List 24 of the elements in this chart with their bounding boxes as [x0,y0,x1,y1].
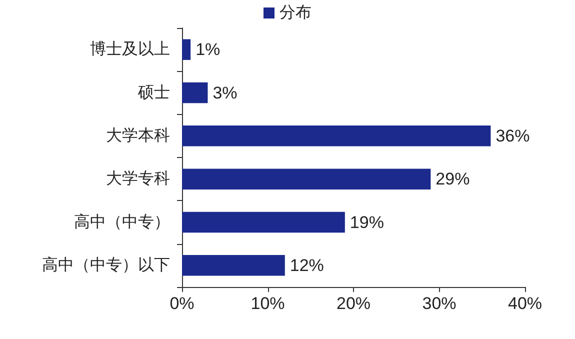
bar [182,212,345,233]
bar [182,255,285,276]
y-tick-label: 硕士 [137,83,170,102]
y-tick-label: 高中（中专） [74,212,170,231]
bar [182,168,431,190]
x-tick-label: 20% [336,294,371,313]
bar [182,82,208,104]
data-label: 29% [436,170,470,189]
data-label: 1% [196,40,220,60]
data-label: 12% [290,256,324,275]
y-tick-label: 大学专科 [106,170,170,188]
y-tick-label: 博士及以上 [90,40,170,58]
x-tick-label: 30% [422,294,456,313]
y-tick-label: 大学本科 [106,126,170,144]
bar [182,39,191,60]
legend-label: 分布 [280,4,312,22]
x-tick-label: 10% [250,294,285,313]
data-label: 36% [496,126,530,146]
y-tick-label: 高中（中专）以下 [42,256,170,274]
x-tick-label: 40% [508,294,542,313]
data-label: 3% [212,83,238,102]
data-label: 19% [350,212,384,232]
x-tick-label: 0% [170,294,194,313]
bar [182,126,491,146]
